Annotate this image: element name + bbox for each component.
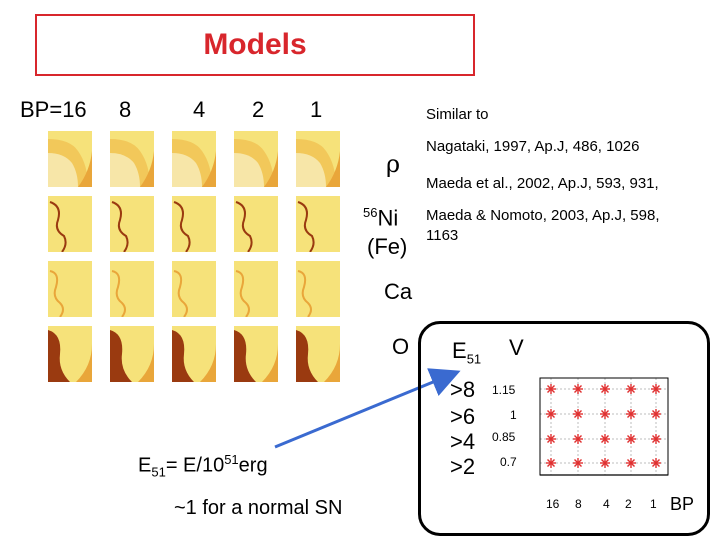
title-box: Models <box>35 14 475 76</box>
e51-symbol: E <box>452 338 467 363</box>
energy-definition: E51= E/1051erg <box>138 452 268 480</box>
ni56-label: 56Ni <box>363 205 398 231</box>
reference-maeda-2002: Maeda et al., 2002, Ap.J, 593, 931, <box>426 175 659 192</box>
energy-eq: = E/10 <box>165 454 225 477</box>
model-marker-v0-85-bp1 <box>651 434 661 444</box>
model-panel-calcium-bp1 <box>296 261 340 317</box>
model-marker-v0-7-bp16 <box>546 458 556 468</box>
model-marker-v1-15-bp8 <box>573 384 583 394</box>
model-panel-density-bp4 <box>172 131 216 187</box>
bp-tick-2: 2 <box>625 497 632 511</box>
model-panel-nickel-bp4 <box>172 196 216 252</box>
model-panel-calcium-bp8 <box>110 261 154 317</box>
e-threshold-4: >4 <box>450 429 476 454</box>
e-threshold-2: >2 <box>450 454 476 479</box>
reference-nagataki: Nagataki, 1997, Ap.J, 486, 1026 <box>426 138 640 155</box>
reference-maeda-2003: Maeda & Nomoto, 2003, Ap.J, 598, <box>426 207 660 224</box>
model-marker-v0-7-bp1 <box>651 458 661 468</box>
o-label: O <box>392 334 410 359</box>
fe-label: (Fe) <box>367 234 408 259</box>
parameter-space-box <box>418 321 710 536</box>
model-panel-density-bp16 <box>48 131 92 187</box>
bp-tick-8: 8 <box>575 497 582 511</box>
energy-exponent: 51 <box>224 452 239 467</box>
model-marker-v0-85-bp8 <box>573 434 583 444</box>
model-marker-v1-bp1 <box>651 409 661 419</box>
v-tick-1-15: 1.15 <box>492 383 516 397</box>
model-marker-v1-bp16 <box>546 409 556 419</box>
similar-to-label: Similar to <box>426 106 489 123</box>
model-marker-v1-bp4 <box>600 409 610 419</box>
ca-label: Ca <box>384 279 413 304</box>
e51-label: E51 <box>452 338 481 366</box>
model-marker-v0-85-bp16 <box>546 434 556 444</box>
bp-axis-label: BP <box>670 494 695 514</box>
model-marker-v1-15-bp16 <box>546 384 556 394</box>
ni-symbol: Ni <box>377 205 399 231</box>
bp-tick-4: 4 <box>603 497 610 511</box>
model-marker-v0-7-bp2 <box>626 458 636 468</box>
model-panel-oxygen-bp1 <box>296 326 340 382</box>
model-marker-v0-85-bp2 <box>626 434 636 444</box>
bp-label-2: 2 <box>252 97 265 122</box>
model-panel-calcium-bp16 <box>48 261 92 317</box>
model-panel-density-bp8 <box>110 131 154 187</box>
reference-maeda-2003-page: 1163 <box>426 227 459 244</box>
v-tick-0-7: 0.7 <box>500 455 517 469</box>
rho-label: ρ <box>386 150 401 178</box>
bp-tick-16: 16 <box>546 497 560 511</box>
bp-label-1: 1 <box>310 97 323 122</box>
e-threshold-6: >6 <box>450 404 476 429</box>
model-panel-nickel-bp2 <box>234 196 278 252</box>
normal-sn-note: ~1 for a normal SN <box>174 497 343 519</box>
ni-mass-number: 56 <box>363 205 378 220</box>
v-tick-0-85: 0.85 <box>492 430 516 444</box>
bp-label-8: 8 <box>119 97 132 122</box>
model-panel-density-bp1 <box>296 131 340 187</box>
energy-subscript: 51 <box>151 464 166 480</box>
v-label: V <box>509 335 524 360</box>
e51-subscript: 51 <box>466 351 482 367</box>
e-threshold-8: >8 <box>450 377 476 402</box>
model-panel-nickel-bp1 <box>296 196 340 252</box>
bp-label-16: BP=16 <box>20 97 87 122</box>
energy-unit: erg <box>238 454 268 477</box>
model-panel-calcium-bp2 <box>234 261 278 317</box>
model-panel-calcium-bp4 <box>172 261 216 317</box>
model-panel-oxygen-bp2 <box>234 326 278 382</box>
model-marker-v0-7-bp4 <box>600 458 610 468</box>
model-marker-v1-15-bp1 <box>651 384 661 394</box>
model-marker-v0-85-bp4 <box>600 434 610 444</box>
model-marker-v1-15-bp4 <box>600 384 610 394</box>
model-panel-oxygen-bp4 <box>172 326 216 382</box>
model-marker-v1-bp2 <box>626 409 636 419</box>
model-panel-nickel-bp8 <box>110 196 154 252</box>
model-panel-oxygen-bp8 <box>110 326 154 382</box>
model-marker-v1-bp8 <box>573 409 583 419</box>
page-title: Models <box>203 28 307 61</box>
v-tick-1: 1 <box>510 408 517 422</box>
model-marker-v1-15-bp2 <box>626 384 636 394</box>
bp-label-4: 4 <box>193 97 206 122</box>
arrow-line <box>274 368 461 449</box>
model-panel-oxygen-bp16 <box>48 326 92 382</box>
model-panel-density-bp2 <box>234 131 278 187</box>
energy-symbol: E <box>138 454 152 477</box>
bp-tick-1: 1 <box>650 497 657 511</box>
model-panel-nickel-bp16 <box>48 196 92 252</box>
model-marker-v0-7-bp8 <box>573 458 583 468</box>
